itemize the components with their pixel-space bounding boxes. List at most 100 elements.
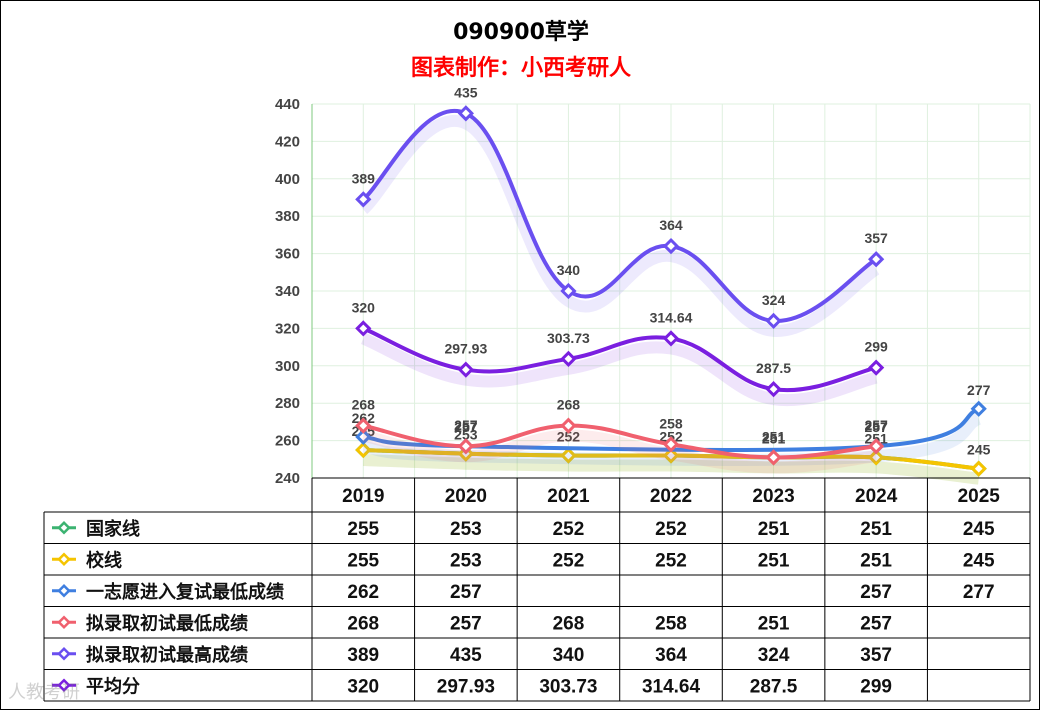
table-cell: 258 [655,613,687,634]
series-4: 389 435 340 364 324 357 [352,84,888,337]
data-label: 303.73 [547,330,590,346]
x-tick-label: 2019 [342,486,384,507]
data-label: 435 [454,84,478,100]
table-cell: 435 [450,645,482,666]
table-cell: 303.73 [539,676,597,697]
y-tick-label: 280 [275,395,300,412]
series-line [362,326,877,393]
y-tick-label: 340 [275,283,300,300]
table-cell: 297.93 [437,676,495,697]
y-tick-label: 260 [275,433,300,450]
data-label: 257 [864,417,888,433]
legend-marker [57,646,71,661]
data-point [868,449,885,466]
data-point [560,417,577,434]
legend-entry: 平均分 [86,675,140,697]
data-point [868,359,885,376]
table-cell: 257 [860,613,892,634]
y-tick-label: 400 [275,171,300,188]
series-shadow [363,453,980,485]
data-label: 251 [762,428,786,444]
table-cell: 389 [347,645,379,666]
series-shadow [363,453,980,485]
data-label: 364 [659,217,683,233]
data-point [560,447,577,464]
data-label: 268 [557,397,581,413]
table-cell: 324 [758,645,790,666]
data-label: 251 [762,430,786,446]
data-label: 357 [864,230,888,246]
table-cell: 257 [860,582,892,603]
table-cell: 245 [963,550,995,571]
table-cell: 314.64 [642,676,701,697]
x-tick-label: 2023 [752,486,794,507]
data-label: 277 [967,382,991,398]
data-point [355,191,372,208]
table-cell: 357 [860,645,892,666]
y-tick-label: 420 [275,133,300,150]
data-point [970,400,987,417]
table-cell: 252 [553,550,585,571]
table-cell: 251 [758,519,790,540]
data-label: 299 [864,339,888,355]
legend-entry: 校线 [86,549,122,571]
table-cell: 251 [860,550,892,571]
data-point [970,460,987,477]
data-point [662,447,680,464]
data-point [765,381,782,398]
series-line [362,423,877,460]
table-cell: 252 [655,519,687,540]
legend-marker [57,552,71,567]
data-label: 257 [454,417,478,433]
data-label: 314.64 [650,309,693,325]
data-point [355,441,372,459]
y-tick-label: 360 [275,246,300,263]
table-cell: 255 [347,519,379,540]
table-cell: 262 [347,582,379,603]
data-label: 268 [352,397,376,413]
legend-entry: 拟录取初试最低成绩 [86,612,248,634]
chart-title: 090900草学 [453,20,589,45]
chart-subtitle: 图表制作：小西考研人 [410,56,631,81]
data-label: 324 [762,292,786,308]
legend-marker [57,615,71,630]
data-point [560,350,577,367]
table-cell: 257 [450,582,482,603]
data-point [662,436,680,453]
data-point [355,320,372,337]
data-label: 252 [557,429,581,445]
x-tick-label: 2025 [958,486,1001,507]
legend-marker [57,678,71,693]
series-shadow [362,413,982,466]
data-point [868,251,885,268]
x-tick-label: 2021 [547,486,590,507]
table-cell: 268 [553,613,585,634]
y-tick-label: 380 [275,208,300,225]
data-point [868,438,885,455]
legend-entry: 一志愿进入复试最低成绩 [86,581,284,603]
table-cell: 277 [963,582,995,603]
table-cell: 251 [860,519,892,540]
data-point [355,417,372,434]
data-point [355,428,372,445]
data-point [765,449,782,466]
y-tick-label: 240 [275,470,300,487]
data-label: 245 [967,442,991,458]
data-table: 2019 2020 2021 2022 2023 2024 2025 国家线 255 253 252… [43,477,1031,702]
x-tick-label: 2024 [855,486,898,507]
table-cell: 251 [758,613,790,634]
y-tick-label: 440 [275,96,300,113]
series-5: 320 297.93 303.73 314.64 287.5 299 [352,299,888,407]
data-point [662,237,680,255]
legend-entry: 拟录取初试最高成绩 [86,644,248,666]
series-shadow [360,332,878,407]
table-cell: 251 [758,550,790,571]
y-tick-label: 320 [275,320,300,337]
table-cell: 257 [450,613,482,634]
x-tick-label: 2022 [650,486,692,507]
data-label: 297.93 [444,341,487,357]
series-shadow [361,429,877,474]
table-cell: 364 [655,645,687,666]
